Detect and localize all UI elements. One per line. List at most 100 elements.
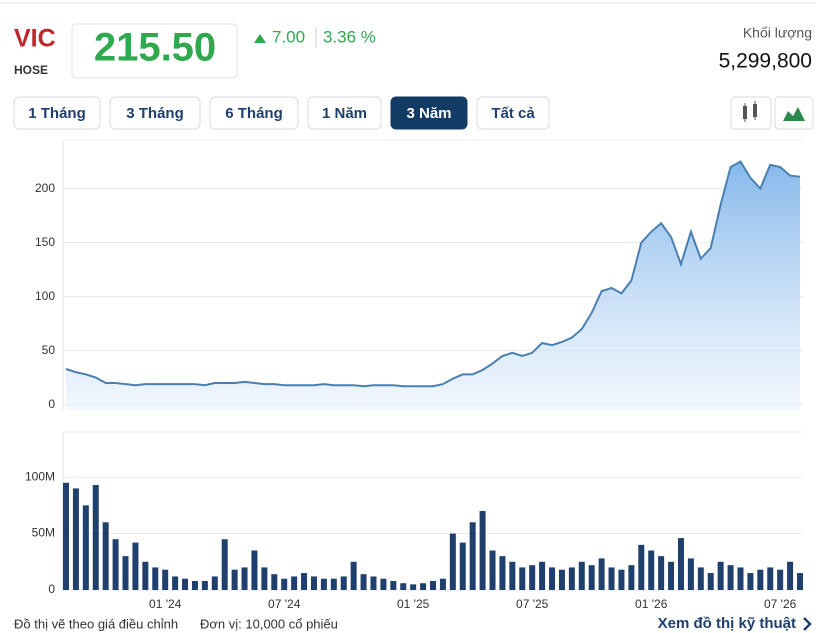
range-button[interactable]: Tất cả (476, 96, 550, 130)
volume-bar (350, 561, 357, 590)
volume-bar (92, 485, 99, 590)
button-label: 1 Năm (322, 105, 367, 122)
technical-chart-link[interactable]: Xem đồ thị kỹ thuật (658, 615, 796, 632)
button-label: Tất cả (491, 105, 535, 122)
exchange: HOSE (14, 63, 48, 77)
volume-bar (459, 542, 466, 590)
volume-bar (360, 574, 367, 590)
button-bg (109, 96, 201, 130)
volume-bar (777, 569, 784, 590)
volume-bar (499, 556, 506, 590)
volume-bar (628, 565, 635, 590)
x-tick-label: 01 '24 (149, 597, 182, 611)
volume-bar (142, 561, 149, 590)
y-tick-label: 100M (25, 469, 55, 483)
y-tick-label: 100 (35, 289, 55, 303)
volume-bar (608, 567, 615, 590)
volume-bar (281, 578, 288, 590)
volume-bar (509, 561, 516, 590)
volume-bar (727, 565, 734, 590)
volume-bar (201, 580, 208, 590)
candlestick-toggle[interactable] (730, 96, 772, 130)
volume-bar (747, 573, 754, 590)
volume-bar (668, 561, 675, 590)
range-button[interactable]: 3 Tháng (109, 96, 201, 130)
change-percent: 3.36 % (323, 27, 376, 46)
area-toggle[interactable] (774, 96, 814, 130)
volume-bar (767, 567, 774, 590)
button-bg (390, 96, 468, 130)
volume-bar (261, 567, 268, 590)
volume-bar (519, 567, 526, 590)
button-bg (476, 96, 550, 130)
volume-bar (112, 539, 119, 590)
volume-bar (648, 550, 655, 590)
volume-bar (677, 538, 684, 590)
volume-bar (340, 576, 347, 590)
volume-bar (469, 522, 476, 590)
button-label: 3 Năm (406, 105, 451, 122)
volume-bar (578, 561, 585, 590)
button-bg (209, 96, 299, 130)
volume-bar (132, 542, 139, 590)
price-box (71, 23, 238, 79)
volume-bar (588, 565, 595, 590)
y-tick-label: 50 (42, 343, 56, 357)
volume-bar (390, 580, 397, 590)
volume-bar (757, 569, 764, 590)
volume-bar (707, 573, 714, 590)
charts: 0 50 100 150 200 0 50M 100M 01 '24 07 '24 01 '25 07… (25, 160, 803, 611)
range-button[interactable]: 1 Tháng (13, 96, 101, 130)
volume-bar (221, 539, 228, 590)
volume-bar (301, 573, 308, 590)
volume-bar (122, 556, 129, 590)
ticker: VIC (14, 25, 56, 53)
volume-bar (430, 580, 436, 590)
volume-bar (598, 558, 605, 590)
volume-bar (310, 576, 317, 590)
x-tick-label: 07 '26 (764, 597, 797, 611)
volume-bar (172, 576, 179, 590)
volume-bar (797, 573, 803, 590)
volume-bar (152, 567, 159, 590)
volume-bar (717, 561, 724, 590)
volume-bar (737, 567, 744, 590)
volume-bar (291, 576, 298, 590)
volume-bar (182, 578, 189, 590)
x-tick-label: 07 '24 (268, 597, 301, 611)
footer-unit: Đơn vị: 10,000 cổ phiếu (200, 616, 338, 631)
range-buttons: 1 Tháng 3 Tháng 6 Tháng 1 Năm 3 Năm Tất cả (13, 96, 550, 130)
x-tick-label: 07 '25 (516, 597, 549, 611)
volume-bar (568, 567, 575, 590)
volume-bar (539, 561, 546, 590)
button-label: 1 Tháng (28, 105, 86, 122)
volume-bar (102, 522, 109, 590)
volume-bar (420, 583, 427, 590)
button-label: 3 Tháng (126, 105, 184, 122)
volume-bar (330, 578, 337, 590)
y-tick-label: 200 (35, 181, 55, 195)
volume-bar (231, 569, 238, 590)
volume-label: Khối lượng (743, 25, 812, 41)
volume-bar (72, 488, 79, 590)
volume-bar (697, 567, 704, 590)
x-tick-label: 01 '26 (635, 597, 668, 611)
footer-note: Đồ thị vẽ theo giá điều chỉnh (14, 616, 178, 631)
change: 7.00 (272, 27, 305, 46)
volume-bar (549, 567, 556, 590)
volume-bar (410, 584, 417, 590)
area-icon (783, 107, 805, 121)
candlestick-icon (743, 101, 757, 122)
volume-bar (787, 561, 794, 590)
volume-bar (529, 565, 536, 590)
volume-bar (211, 576, 218, 590)
range-button[interactable]: 1 Năm (307, 96, 382, 130)
range-button[interactable]: 6 Tháng (209, 96, 299, 130)
range-button[interactable]: 3 Năm (390, 96, 468, 130)
volume-bar (439, 578, 446, 590)
volume-bar (658, 556, 665, 590)
price-area (66, 161, 800, 410)
volume-bar (241, 567, 248, 590)
volume: 5,299,800 (719, 50, 812, 73)
